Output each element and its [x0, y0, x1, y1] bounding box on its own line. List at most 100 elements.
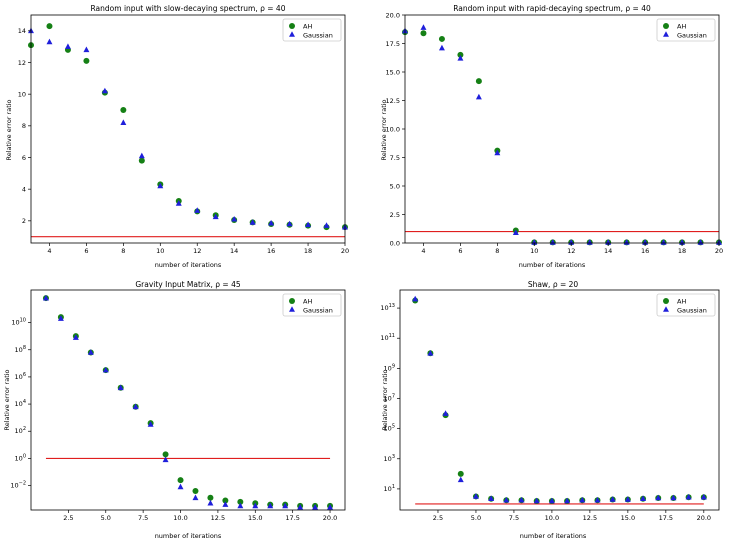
x-tick-label: 2.5 [63, 514, 73, 522]
legend-label-gaussian: Gaussian [303, 306, 333, 314]
y-axis-label: Relative error ratio [5, 99, 13, 160]
data-point-gaussian [83, 47, 89, 53]
data-point-gaussian [476, 94, 482, 100]
plot-frame [31, 15, 345, 243]
data-point-ah [46, 23, 52, 29]
y-tick-label: 108 [15, 345, 26, 354]
y-tick-label: 17.5 [386, 40, 400, 48]
data-markers [43, 295, 333, 510]
x-tick-label: 12.5 [583, 514, 597, 522]
x-tick-label: 15.0 [248, 514, 262, 522]
legend: AH Gaussian [283, 19, 341, 41]
data-point-gaussian [193, 494, 199, 500]
y-tick-label: 101 [384, 484, 395, 493]
data-point-ah [439, 36, 445, 42]
results-figure: Random input with slow-decaying spectrum… [0, 0, 730, 542]
legend-label-gaussian: Gaussian [303, 31, 333, 39]
legend: AH Gaussian [657, 19, 715, 41]
legend-label-gaussian: Gaussian [677, 306, 707, 314]
chart-title: Gravity Input Matrix, ρ = 45 [135, 280, 241, 289]
data-point-gaussian [421, 24, 427, 30]
x-ticks: 4 6 8 10 12 14 16 18 20 [47, 243, 349, 255]
y-tick-label: 12.5 [386, 97, 400, 105]
x-tick-label: 20 [715, 247, 723, 255]
data-point-ah [163, 451, 169, 457]
x-axis-label: number of iterations [520, 532, 587, 540]
data-markers [28, 23, 348, 230]
y-tick-label: 106 [15, 372, 26, 381]
data-point-gaussian [458, 477, 464, 483]
x-axis-label: number of iterations [155, 261, 222, 269]
legend-marker-ah [663, 298, 669, 304]
y-ticks: 101 103 105 107 109 1011 1013 [380, 303, 400, 493]
x-tick-label: 18 [678, 247, 686, 255]
x-tick-label: 8 [121, 247, 125, 255]
x-tick-label: 14 [230, 247, 238, 255]
data-point-ah [476, 78, 482, 84]
x-tick-label: 12 [567, 247, 575, 255]
data-point-gaussian [178, 484, 184, 490]
y-ticks: 2 4 6 8 10 12 14 [18, 27, 31, 225]
y-tick-label: 6 [22, 154, 26, 162]
y-tick-label: 2.5 [390, 211, 400, 219]
panel-shaw: Shaw, ρ = 20 number of iterations Relati… [380, 280, 719, 540]
data-point-gaussian [163, 456, 169, 462]
x-tick-label: 20.0 [323, 514, 337, 522]
y-tick-label: 10 [18, 90, 26, 98]
y-tick-label: 103 [384, 454, 395, 463]
y-tick-label: 104 [15, 399, 26, 408]
panel-gravity: Gravity Input Matrix, ρ = 45 number of i… [3, 280, 345, 540]
chart-title: Shaw, ρ = 20 [528, 280, 579, 289]
y-tick-label: 1013 [380, 303, 395, 312]
data-point-gaussian [207, 500, 213, 506]
data-point-ah [207, 495, 213, 501]
x-tick-label: 20.0 [697, 514, 711, 522]
x-tick-label: 16 [267, 247, 275, 255]
legend: AH Gaussian [283, 294, 341, 316]
y-tick-label: 14 [18, 27, 26, 35]
x-ticks: 2.5 5.0 7.5 10.0 12.5 15.0 17.5 20.0 [433, 510, 711, 522]
data-point-gaussian [120, 119, 126, 125]
x-tick-label: 5.0 [101, 514, 111, 522]
x-tick-label: 12.5 [211, 514, 225, 522]
x-tick-label: 4 [421, 247, 425, 255]
legend: AH Gaussian [657, 294, 715, 316]
y-tick-label: 0.0 [390, 239, 400, 247]
y-tick-label: 1010 [11, 318, 26, 327]
x-tick-label: 14 [604, 247, 612, 255]
legend-marker-ah [289, 298, 295, 304]
x-tick-label: 8 [495, 247, 499, 255]
y-tick-label: 100 [15, 453, 26, 462]
y-axis-label: Relative error ratio [3, 369, 11, 430]
y-tick-label: 7.5 [390, 154, 400, 162]
x-ticks: 2.5 5.0 7.5 10.0 12.5 15.0 17.5 20.0 [63, 510, 337, 522]
y-tick-label: 12 [18, 59, 26, 67]
data-point-ah [192, 488, 198, 494]
y-tick-label: 8 [22, 122, 26, 130]
x-tick-label: 10.0 [545, 514, 559, 522]
chart-title: Random input with rapid-decaying spectru… [453, 4, 651, 13]
x-tick-label: 17.5 [285, 514, 299, 522]
y-tick-label: 10.0 [386, 125, 400, 133]
data-point-gaussian [47, 39, 53, 45]
data-markers [402, 24, 722, 245]
y-tick-label: 20.0 [386, 11, 400, 19]
x-tick-label: 17.5 [659, 514, 673, 522]
x-tick-label: 18 [304, 247, 312, 255]
x-tick-label: 10.0 [173, 514, 187, 522]
legend-label-ah: AH [677, 22, 686, 30]
panel-rapid-decay: Random input with rapid-decaying spectru… [380, 4, 723, 269]
x-tick-label: 5.0 [471, 514, 481, 522]
x-tick-label: 7.5 [509, 514, 519, 522]
data-point-ah [139, 158, 145, 164]
y-ticks: 10−2 100 102 104 106 108 1010 [10, 318, 31, 490]
data-markers [412, 296, 707, 504]
x-tick-label: 10 [156, 247, 164, 255]
legend-label-ah: AH [303, 297, 312, 305]
x-tick-label: 10 [530, 247, 538, 255]
x-axis-label: number of iterations [155, 532, 222, 540]
y-tick-label: 5.0 [390, 182, 400, 190]
y-tick-label: 109 [384, 363, 395, 372]
x-tick-label: 15.0 [621, 514, 635, 522]
legend-label-ah: AH [677, 297, 686, 305]
